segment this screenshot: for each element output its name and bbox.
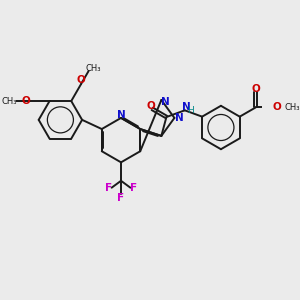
Text: O: O [272,102,281,112]
Text: F: F [130,183,137,193]
Text: O: O [76,75,85,85]
Text: N: N [182,102,190,112]
Text: F: F [118,193,124,203]
Text: CH₃: CH₃ [85,64,101,73]
Text: N: N [161,97,170,107]
Text: N: N [176,113,184,123]
Text: H: H [188,106,194,115]
Text: CH₃: CH₃ [284,103,300,112]
Text: O: O [251,83,260,94]
Text: O: O [147,101,155,111]
Text: N: N [117,110,125,120]
Text: CH₃: CH₃ [2,97,17,106]
Text: O: O [21,96,30,106]
Text: F: F [105,183,112,193]
